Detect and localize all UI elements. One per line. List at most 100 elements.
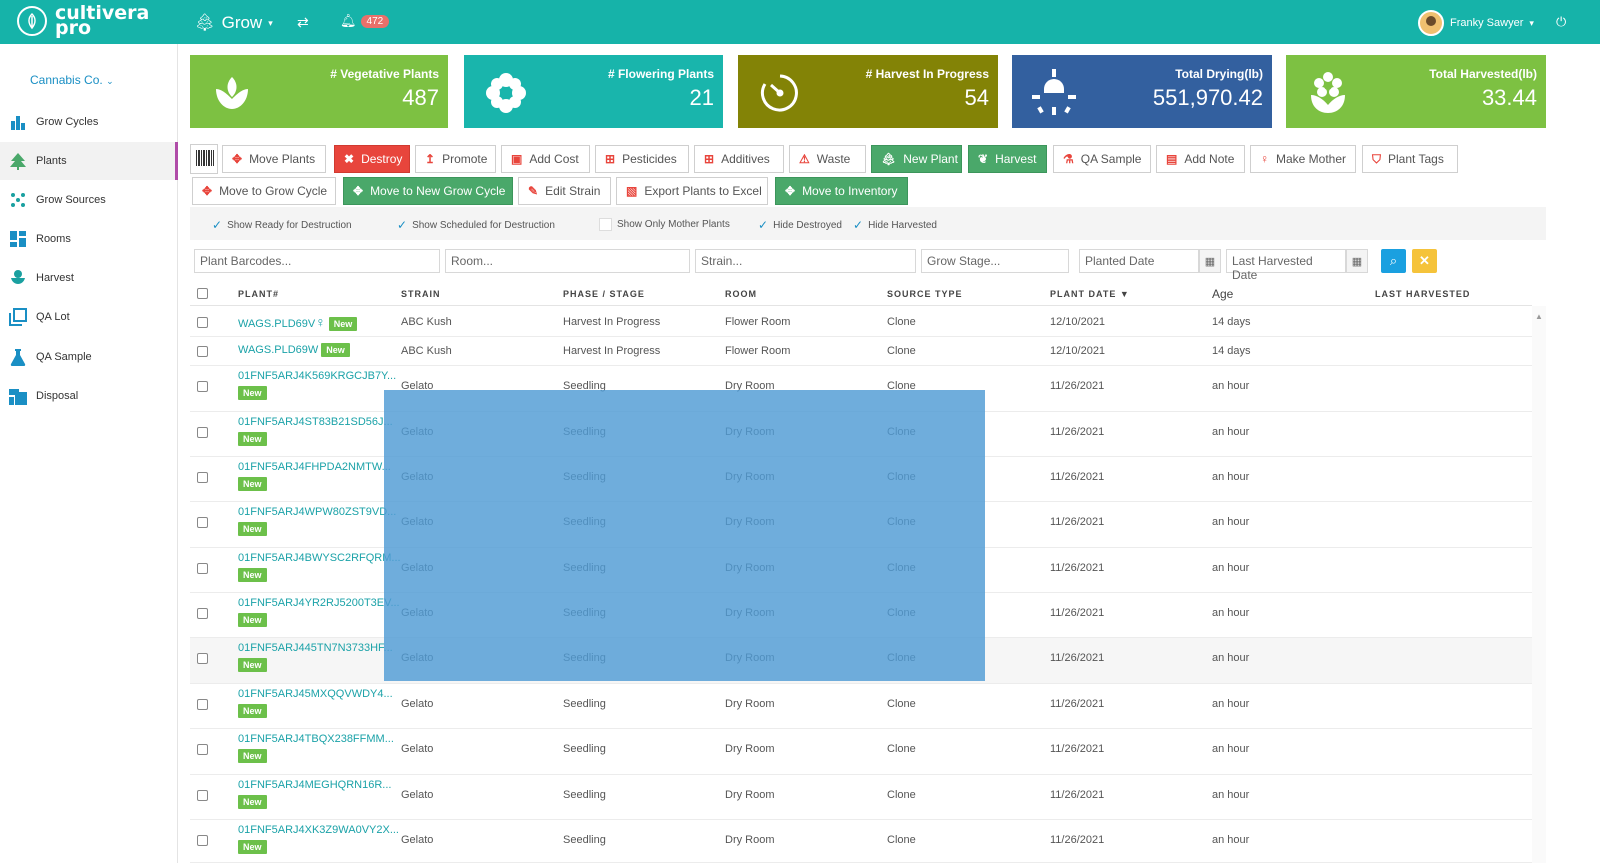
column-header-last-harvested[interactable]: LAST HARVESTED bbox=[1375, 289, 1471, 299]
sidebar-item-grow-sources[interactable]: Grow Sources bbox=[0, 181, 178, 219]
show-ready-for-destruction-checkbox[interactable]: ✓ Show Ready for Destruction bbox=[212, 218, 352, 232]
plant-id-link[interactable]: WAGS.PLD69V bbox=[238, 318, 316, 330]
waste-button[interactable]: ⚠ Waste bbox=[789, 145, 866, 173]
table-row[interactable]: 01FNF5ARJ4MEGHQRN16R... New Gelato Seedling… bbox=[190, 775, 1532, 820]
select-all-checkbox[interactable] bbox=[197, 288, 208, 299]
sidebar-item-qa-sample[interactable]: QA Sample bbox=[0, 338, 178, 376]
qa-sample-button[interactable]: ⚗ QA Sample bbox=[1053, 145, 1151, 173]
user-menu[interactable]: Franky Sawyer ▾ bbox=[1418, 10, 1534, 36]
button-label: Pesticides bbox=[622, 152, 677, 166]
planted-date-input[interactable]: Planted Date bbox=[1079, 249, 1199, 273]
sidebar-item-qa-lot[interactable]: QA Lot bbox=[0, 298, 178, 336]
row-checkbox[interactable] bbox=[197, 653, 208, 664]
promote-button[interactable]: ↥ Promote bbox=[415, 145, 496, 173]
move-to-new-grow-cycle-button[interactable]: ✥ Move to New Grow Cycle bbox=[343, 177, 513, 205]
strain-cell: ABC Kush bbox=[401, 345, 452, 357]
plant-id-link[interactable]: 01FNF5ARJ4YR2RJ5200T3EV... bbox=[238, 597, 400, 609]
row-checkbox[interactable] bbox=[197, 699, 208, 710]
row-checkbox[interactable] bbox=[197, 381, 208, 392]
move-to-inventory-button[interactable]: ✥ Move to Inventory bbox=[775, 177, 908, 205]
add-note-button[interactable]: ▤ Add Note bbox=[1156, 145, 1245, 173]
calendar-icon[interactable]: ▦ bbox=[1199, 249, 1221, 273]
column-header-strain[interactable]: STRAIN bbox=[401, 289, 441, 299]
power-icon[interactable]: ⏻ bbox=[1556, 14, 1567, 29]
row-checkbox[interactable] bbox=[197, 427, 208, 438]
plant-id-link[interactable]: 01FNF5ARJ445TN7N3733HF... bbox=[238, 642, 393, 654]
plant-id-link[interactable]: 01FNF5ARJ4XK3Z9WA0VY2X... bbox=[238, 824, 399, 836]
stat-card-vegetative[interactable]: # Vegetative Plants 487 bbox=[190, 55, 448, 128]
sidebar-item-rooms[interactable]: Rooms bbox=[0, 220, 178, 258]
table-row[interactable]: WAGS.PLD69W New ABC Kush Harvest In Progres… bbox=[190, 337, 1532, 366]
row-checkbox[interactable] bbox=[197, 790, 208, 801]
brand-logo[interactable]: cultivera pro bbox=[17, 4, 149, 38]
column-header-phase-stage[interactable]: PHASE / STAGE bbox=[563, 289, 645, 299]
notifications-button[interactable]: 🔔︎ 472 bbox=[340, 13, 390, 29]
scroll-up-arrow-icon[interactable]: ▲ bbox=[1535, 312, 1543, 321]
column-header-source-type[interactable]: SOURCE TYPE bbox=[887, 289, 963, 299]
show-only-mother-plants-checkbox[interactable]: Show Only Mother Plants bbox=[599, 218, 730, 231]
column-header-plant[interactable]: PLANT# bbox=[238, 289, 280, 299]
edit-strain-button[interactable]: ✎ Edit Strain bbox=[518, 177, 611, 205]
column-header-room[interactable]: ROOM bbox=[725, 289, 757, 299]
stat-card-total-harvested[interactable]: Total Harvested(lb) 33.44 bbox=[1286, 55, 1546, 128]
room-input[interactable]: Room... bbox=[445, 249, 690, 273]
plant-id-link[interactable]: WAGS.PLD69W bbox=[238, 344, 319, 356]
additives-button[interactable]: ⊞ Additives bbox=[694, 145, 784, 173]
hide-destroyed-checkbox[interactable]: ✓ Hide Destroyed bbox=[758, 218, 842, 232]
column-header-age[interactable]: Age bbox=[1212, 287, 1234, 301]
add-cost-button[interactable]: ▣ Add Cost bbox=[501, 145, 590, 173]
barcode-scan-button[interactable] bbox=[190, 144, 218, 174]
export-plants-to-excel-button[interactable]: ▧ Export Plants to Excel bbox=[616, 177, 768, 205]
plant-id-link[interactable]: 01FNF5ARJ4ST83B21SD56J... bbox=[238, 416, 393, 428]
plant-id-link[interactable]: 01FNF5ARJ4TBQX238FFMM... bbox=[238, 733, 394, 745]
sidebar-item-grow-cycles[interactable]: Grow Cycles bbox=[0, 103, 178, 141]
sidebar-item-plants[interactable]: Plants bbox=[0, 142, 178, 180]
move-plants-button[interactable]: ✥ Move Plants bbox=[222, 145, 326, 173]
search-button[interactable]: ⌕ bbox=[1381, 249, 1406, 273]
strain-input[interactable]: Strain... bbox=[695, 249, 916, 273]
row-checkbox[interactable] bbox=[197, 835, 208, 846]
row-checkbox[interactable] bbox=[197, 563, 208, 574]
plant-id-link[interactable]: 01FNF5ARJ4BWYSC2RFQRM... bbox=[238, 552, 401, 564]
module-dropdown[interactable]: 🌲︎ Grow ▾ bbox=[194, 13, 273, 33]
stat-card-total-drying[interactable]: Total Drying(lb) 551,970.42 bbox=[1012, 55, 1272, 128]
row-checkbox[interactable] bbox=[197, 608, 208, 619]
row-checkbox[interactable] bbox=[197, 472, 208, 483]
harvest-button[interactable]: ❦ Harvest bbox=[968, 145, 1047, 173]
scrollbar[interactable] bbox=[1532, 306, 1546, 863]
row-checkbox[interactable] bbox=[197, 744, 208, 755]
table-row[interactable]: WAGS.PLD69V♀ New ABC Kush Harvest In Progre… bbox=[190, 308, 1532, 337]
last-harvested-date-input[interactable]: Last Harvested Date bbox=[1226, 249, 1346, 282]
show-scheduled-for-destruction-checkbox[interactable]: ✓ Show Scheduled for Destruction bbox=[397, 218, 555, 232]
new-plant-button[interactable]: 🌲︎ New Plant bbox=[871, 145, 962, 173]
make-mother-button[interactable]: ♀ Make Mother bbox=[1250, 145, 1356, 173]
pesticides-button[interactable]: ⊞ Pesticides bbox=[595, 145, 689, 173]
plant-id-link[interactable]: 01FNF5ARJ4WPW80ZST9VD... bbox=[238, 506, 397, 518]
table-row[interactable]: 01FNF5ARJ4XK3Z9WA0VY2X... New Gelato Seedli… bbox=[190, 820, 1532, 863]
destroy-button[interactable]: ✖ Destroy bbox=[334, 145, 410, 173]
table-row[interactable]: 01FNF5ARJ4TBQX238FFMM... New Gelato Seedlin… bbox=[190, 729, 1532, 775]
sidebar-item-harvest[interactable]: Harvest bbox=[0, 259, 178, 297]
plant-id-link[interactable]: 01FNF5ARJ4K569KRGCJB7Y... bbox=[238, 370, 397, 382]
plant-tags-button[interactable]: ⛉ Plant Tags bbox=[1362, 145, 1458, 173]
sidebar-item-disposal[interactable]: Disposal bbox=[0, 377, 178, 415]
stat-card-harvest-in-progress[interactable]: # Harvest In Progress 54 bbox=[738, 55, 998, 128]
row-checkbox[interactable] bbox=[197, 346, 208, 357]
plant-barcodes-input[interactable]: Plant Barcodes... bbox=[194, 249, 440, 273]
plant-id-link[interactable]: 01FNF5ARJ4FHPDA2NMTW... bbox=[238, 461, 391, 473]
calendar-icon[interactable]: ▦ bbox=[1346, 249, 1368, 273]
clear-filters-button[interactable]: ✕ bbox=[1412, 249, 1437, 273]
row-checkbox[interactable] bbox=[197, 517, 208, 528]
plant-id-link[interactable]: 01FNF5ARJ4MEGHQRN16R... bbox=[238, 779, 392, 791]
company-selector[interactable]: Cannabis Co. ⌄ bbox=[30, 73, 114, 87]
plant-id-link[interactable]: 01FNF5ARJ45MXQQVWDY4... bbox=[238, 688, 393, 700]
grow-stage-input[interactable]: Grow Stage... bbox=[921, 249, 1069, 273]
column-header-plant-date[interactable]: PLANT DATE ▼ bbox=[1050, 289, 1130, 299]
swap-icon[interactable]: ⇄ bbox=[297, 14, 309, 30]
hide-harvested-checkbox[interactable]: ✓ Hide Harvested bbox=[853, 218, 937, 232]
move-to-grow-cycle-button[interactable]: ✥ Move to Grow Cycle bbox=[192, 177, 336, 205]
row-checkbox[interactable] bbox=[197, 317, 208, 328]
sidebar-item-label: Grow Sources bbox=[36, 194, 106, 206]
stat-card-flowering[interactable]: # Flowering Plants 21 bbox=[464, 55, 723, 128]
table-row[interactable]: 01FNF5ARJ45MXQQVWDY4... New Gelato Seedling… bbox=[190, 684, 1532, 729]
